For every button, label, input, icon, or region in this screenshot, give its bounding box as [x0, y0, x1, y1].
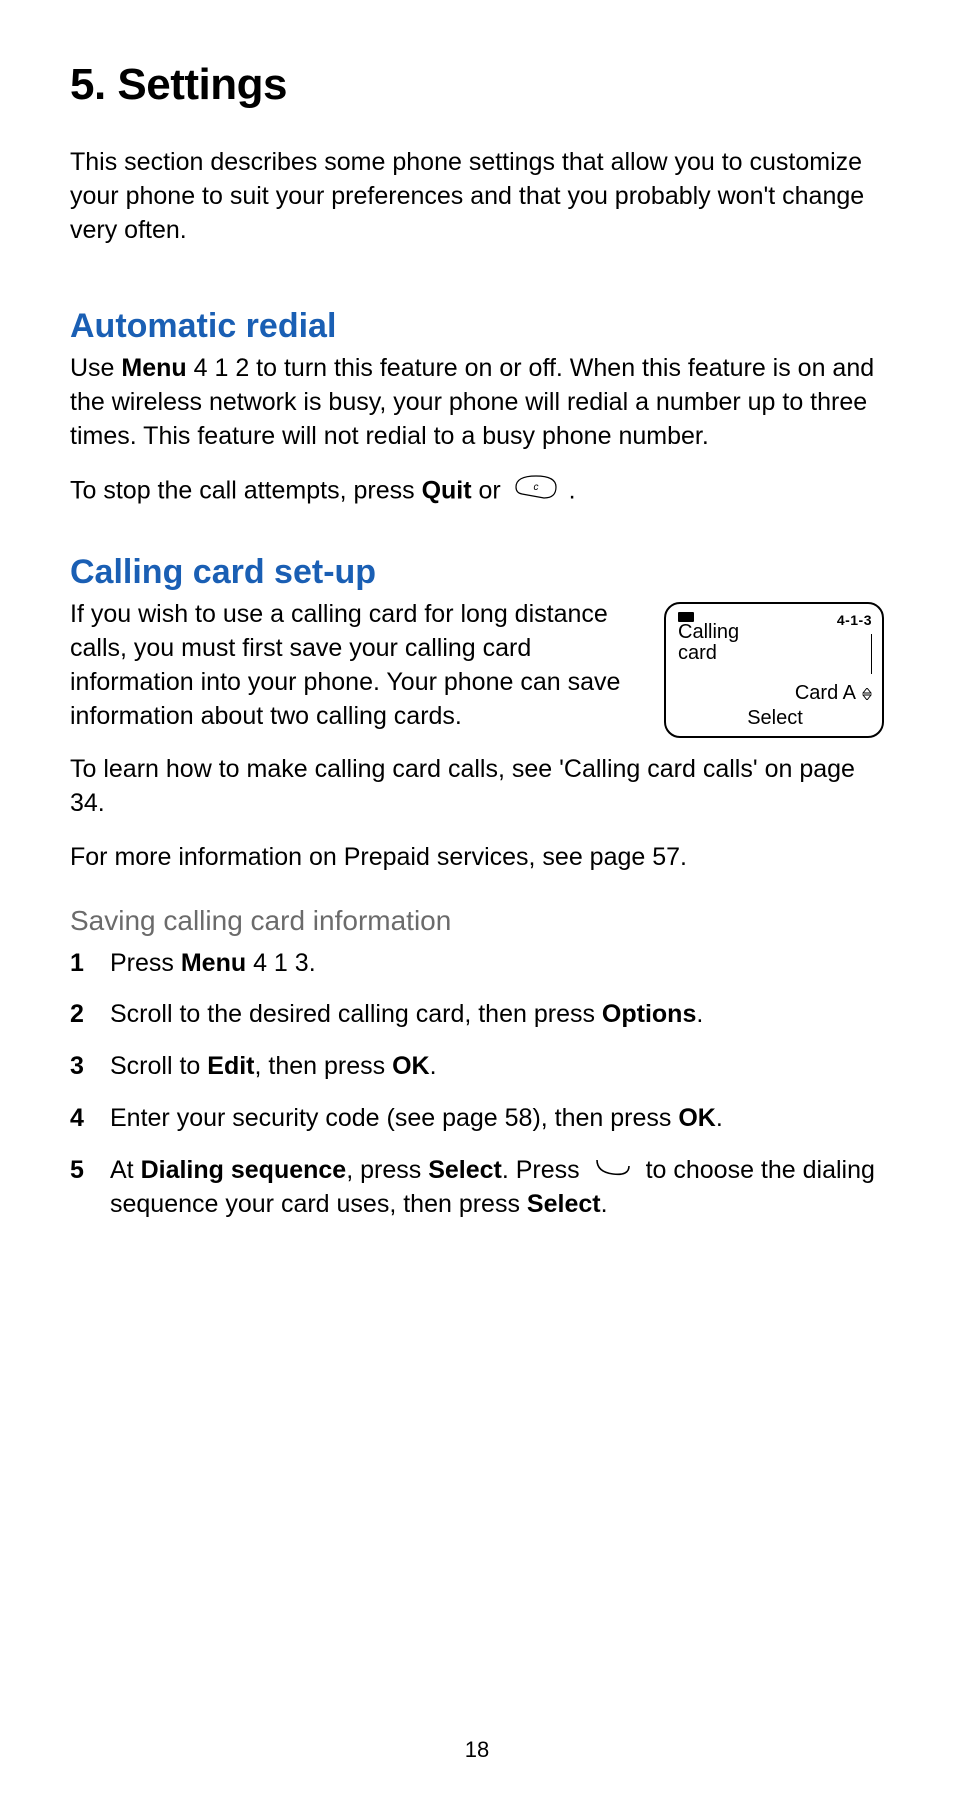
chapter-title: 5. Settings	[70, 60, 884, 110]
select-label: Select	[527, 1190, 601, 1218]
text-fragment: , press	[346, 1156, 428, 1184]
phone-screen-illustration: Calling card 4-1-3 Card A Select	[664, 602, 884, 738]
text-fragment: .	[716, 1104, 723, 1132]
edit-label: Edit	[207, 1052, 254, 1080]
dialing-sequence-label: Dialing sequence	[141, 1156, 347, 1184]
options-label: Options	[602, 1000, 696, 1028]
down-key-icon	[593, 1154, 633, 1188]
scroll-indicator-icon	[862, 688, 872, 700]
select-label: Select	[428, 1156, 502, 1184]
text-fragment: Press	[110, 949, 181, 977]
screen-card-a-label: Card A	[795, 682, 856, 705]
text-fragment: .	[601, 1190, 608, 1218]
screen-menu-code: 4-1-3	[837, 612, 872, 628]
step-5: At Dialing sequence, press Select. Press…	[70, 1154, 884, 1222]
c-key-icon: c	[514, 474, 558, 510]
screen-title: Calling card	[678, 622, 739, 664]
text-fragment: .	[430, 1052, 437, 1080]
section-calling-card-title: Calling card set-up	[70, 553, 884, 592]
intro-paragraph: This section describes some phone settin…	[70, 146, 884, 247]
screen-title-line2: card	[678, 642, 717, 664]
ok-label: OK	[678, 1104, 716, 1132]
subheading-saving-card-info: Saving calling card information	[70, 905, 884, 937]
text-fragment: , then press	[254, 1052, 392, 1080]
text-fragment: .	[569, 476, 576, 504]
quit-label: Quit	[422, 476, 472, 504]
text-fragment: Enter your security code (see page 58), …	[110, 1104, 678, 1132]
auto-redial-quit-line: To stop the call attempts, press Quit or…	[70, 474, 884, 510]
text-fragment: 4 1 3.	[246, 949, 316, 977]
auto-redial-description: Use Menu 4 1 2 to turn this feature on o…	[70, 352, 884, 453]
step-2: Scroll to the desired calling card, then…	[70, 998, 884, 1032]
text-fragment: At	[110, 1156, 141, 1184]
section-automatic-redial-title: Automatic redial	[70, 307, 884, 346]
step-3: Scroll to Edit, then press OK.	[70, 1050, 884, 1084]
menu-label: Menu	[181, 949, 246, 977]
screen-title-line1: Calling	[678, 621, 739, 643]
text-fragment: or	[472, 476, 508, 504]
calling-card-intro: If you wish to use a calling card for lo…	[70, 598, 640, 733]
svg-text:c: c	[533, 482, 538, 493]
menu-label: Menu	[121, 354, 186, 382]
screen-select-label: Select	[678, 707, 872, 730]
page-number: 18	[0, 1737, 954, 1763]
text-fragment: Scroll to	[110, 1052, 207, 1080]
text-fragment: To stop the call attempts, press	[70, 476, 422, 504]
text-fragment: Scroll to the desired calling card, then…	[110, 1000, 602, 1028]
calling-card-ref2: For more information on Prepaid services…	[70, 841, 884, 875]
text-fragment: Use	[70, 354, 121, 382]
steps-list: Press Menu 4 1 3. Scroll to the desired …	[70, 947, 884, 1222]
screen-divider	[871, 634, 872, 674]
step-1: Press Menu 4 1 3.	[70, 947, 884, 981]
step-4: Enter your security code (see page 58), …	[70, 1102, 884, 1136]
text-fragment: 4 1 2 to turn this feature on or off. Wh…	[70, 354, 874, 450]
text-fragment: .	[696, 1000, 703, 1028]
ok-label: OK	[392, 1052, 430, 1080]
text-fragment: . Press	[502, 1156, 587, 1184]
calling-card-ref1: To learn how to make calling card calls,…	[70, 753, 884, 821]
